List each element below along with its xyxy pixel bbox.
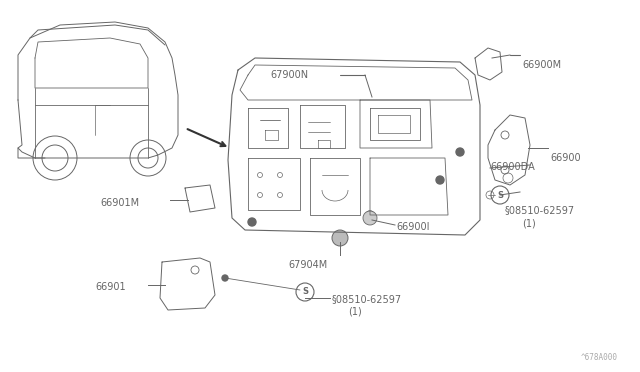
Text: 66900: 66900 (550, 153, 580, 163)
Circle shape (456, 148, 464, 156)
Text: 67904M: 67904M (288, 260, 327, 270)
Circle shape (366, 211, 374, 219)
Text: (1): (1) (522, 218, 536, 228)
Text: S: S (497, 190, 503, 199)
Text: S: S (302, 288, 308, 296)
Text: 66900I: 66900I (396, 222, 429, 232)
Text: 66900DA: 66900DA (490, 162, 535, 172)
Circle shape (363, 211, 377, 225)
Text: (1): (1) (348, 306, 362, 316)
Text: 66900M: 66900M (522, 60, 561, 70)
Circle shape (248, 218, 256, 226)
Text: ^678A000: ^678A000 (581, 353, 618, 362)
Circle shape (222, 275, 228, 281)
Text: 66901M: 66901M (100, 198, 139, 208)
Text: 66901: 66901 (95, 282, 125, 292)
Text: 67900N: 67900N (270, 70, 308, 80)
Circle shape (332, 230, 348, 246)
Text: §08510-62597: §08510-62597 (505, 205, 575, 215)
Circle shape (436, 176, 444, 184)
Text: §08510-62597: §08510-62597 (332, 294, 402, 304)
